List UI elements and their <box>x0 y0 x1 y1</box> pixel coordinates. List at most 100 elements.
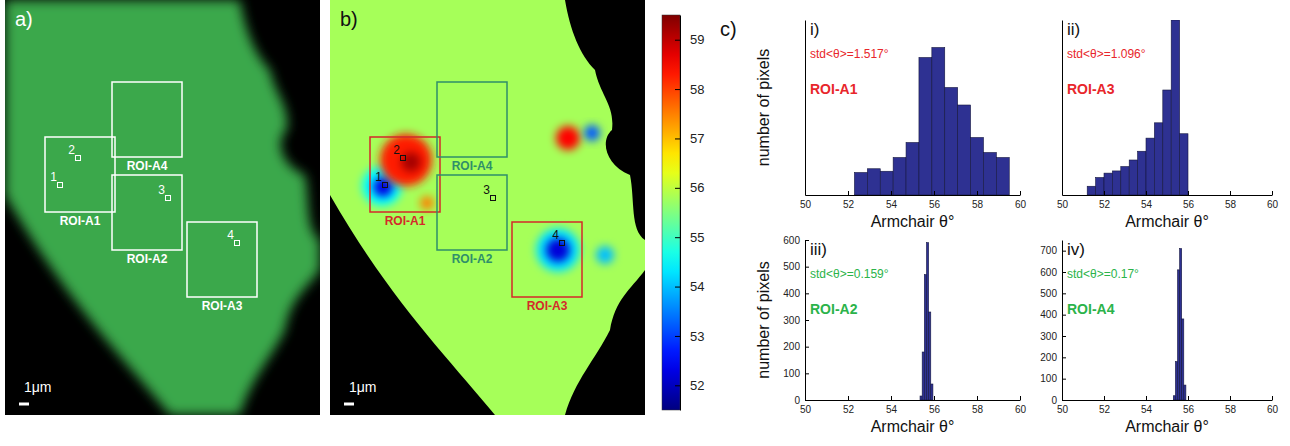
y-axis-title: number of pixels <box>755 49 772 166</box>
histogram-bar <box>926 243 928 400</box>
y-tick: 100 <box>1040 373 1066 384</box>
x-tick-mark <box>1188 396 1189 400</box>
y-tick-mark <box>1062 293 1066 294</box>
angle-spot <box>420 196 434 210</box>
colorbar-tick-label: 56 <box>690 180 704 195</box>
x-tick: 52 <box>843 396 855 415</box>
panel-heatmap: b)ROI-A1ROI-A2ROI-A3ROI-A412341μm <box>330 0 645 415</box>
x-tick-label: 58 <box>1225 199 1237 210</box>
x-tick-label: 52 <box>843 199 855 210</box>
histogram-bar <box>1087 186 1095 195</box>
roi-label: ROI-A4 <box>127 159 168 173</box>
x-tick-label: 50 <box>1057 199 1069 210</box>
x-tick-label: 56 <box>1183 199 1195 210</box>
annotation: std<θ>=0.17° <box>1067 267 1139 281</box>
x-axis-line <box>1063 195 1273 196</box>
figure: a)ROI-A1ROI-A2ROI-A3ROI-A412341μmb)ROI-A… <box>0 0 1290 446</box>
x-tick-mark <box>1272 191 1273 195</box>
x-tick-label: 54 <box>886 404 898 415</box>
x-tick-mark <box>1104 191 1105 195</box>
roi-label: ROI-A3 <box>202 299 243 313</box>
y-tick: 400 <box>1040 309 1066 320</box>
x-tick: 60 <box>1015 191 1027 210</box>
colorbar-tick: 55 <box>675 230 704 245</box>
point-label: 2 <box>393 143 400 157</box>
colorbar-tick-label: 53 <box>690 329 704 344</box>
histogram-bar <box>1180 134 1188 195</box>
x-tick-label: 56 <box>929 199 941 210</box>
histogram-bar <box>1121 167 1129 195</box>
x-tick-label: 58 <box>1225 404 1237 415</box>
point-label: 3 <box>483 183 490 197</box>
y-tick: 700 <box>1040 245 1066 256</box>
colorbar-tick-label: 54 <box>690 279 704 294</box>
colorbar-tick: 52 <box>675 378 704 393</box>
x-tick-mark <box>1020 396 1021 400</box>
y-tick-label: 600 <box>783 235 800 246</box>
x-tick-label: 60 <box>1267 404 1279 415</box>
y-tick-label: 100 <box>783 368 800 379</box>
histogram-bar <box>906 143 919 196</box>
sample-background <box>330 0 645 415</box>
x-tick-label: 56 <box>1183 404 1195 415</box>
y-tick-label: 300 <box>1040 331 1057 342</box>
y-tick: 300 <box>783 315 809 326</box>
scale-bar <box>344 403 354 406</box>
x-tick-label: 50 <box>800 404 812 415</box>
y-axis: 0 100 200 300 400 500 600 700 <box>1040 241 1066 406</box>
x-tick: 56 <box>929 396 941 415</box>
colorbar-tick-mark <box>675 40 680 41</box>
histogram-bar <box>932 48 945 196</box>
x-tick-label: 54 <box>1141 404 1153 415</box>
x-tick-label: 52 <box>843 404 855 415</box>
y-tick-label: 600 <box>1040 267 1057 278</box>
point-marker <box>383 183 388 188</box>
y-tick-label: 0 <box>1051 395 1057 406</box>
x-tick-mark <box>1020 191 1021 195</box>
histogram-bar <box>1096 178 1104 196</box>
roi-box <box>45 137 115 212</box>
y-tick: 500 <box>1040 288 1066 299</box>
y-axis-title: number of pixels <box>755 261 772 378</box>
x-tick: 56 <box>929 191 941 210</box>
x-tick-label: 60 <box>1267 199 1279 210</box>
histogram-bar <box>996 158 1009 196</box>
subpanel-label: iii) <box>810 240 827 259</box>
x-tick-label: 50 <box>800 199 812 210</box>
colorbar-tick: 53 <box>675 329 704 344</box>
x-tick-mark <box>848 191 849 195</box>
roi-box <box>437 175 507 250</box>
y-tick-mark <box>805 347 809 348</box>
y-tick-mark <box>805 400 809 401</box>
x-tick-mark <box>1188 191 1189 195</box>
histogram-bar <box>983 153 996 196</box>
y-axis-line <box>805 21 806 196</box>
y-tick-mark <box>805 240 809 241</box>
colorbar-tick-mark <box>675 89 680 90</box>
colorbar-tick-label: 57 <box>690 131 704 146</box>
histogram-bar <box>1178 270 1180 400</box>
angle-spot <box>401 152 421 172</box>
colorbar-tick-mark <box>675 237 680 238</box>
x-axis-line <box>1063 400 1273 401</box>
x-tick-mark <box>934 396 935 400</box>
y-tick-label: 700 <box>1040 245 1057 256</box>
histogram-bar <box>1173 396 1175 400</box>
histogram-bar <box>1171 20 1179 195</box>
x-tick-mark <box>848 396 849 400</box>
y-tick: 200 <box>1040 352 1066 363</box>
histogram-bar <box>1184 385 1186 400</box>
y-axis-line <box>1062 21 1063 196</box>
point-label: 1 <box>50 170 57 184</box>
histogram-bar <box>929 312 931 400</box>
x-tick: 52 <box>843 191 855 210</box>
y-tick-mark <box>1062 379 1066 380</box>
y-tick: 600 <box>1040 267 1066 278</box>
y-tick: 400 <box>783 288 809 299</box>
roi-label: ROI-A3 <box>527 299 568 313</box>
histogram-bar <box>919 58 932 196</box>
colorbar-tick-label: 55 <box>690 230 704 245</box>
angle-spot <box>596 246 614 264</box>
histogram-panel: 5052545658600100200300400500600700Armcha… <box>1040 240 1278 435</box>
histogram-bar <box>920 396 922 400</box>
